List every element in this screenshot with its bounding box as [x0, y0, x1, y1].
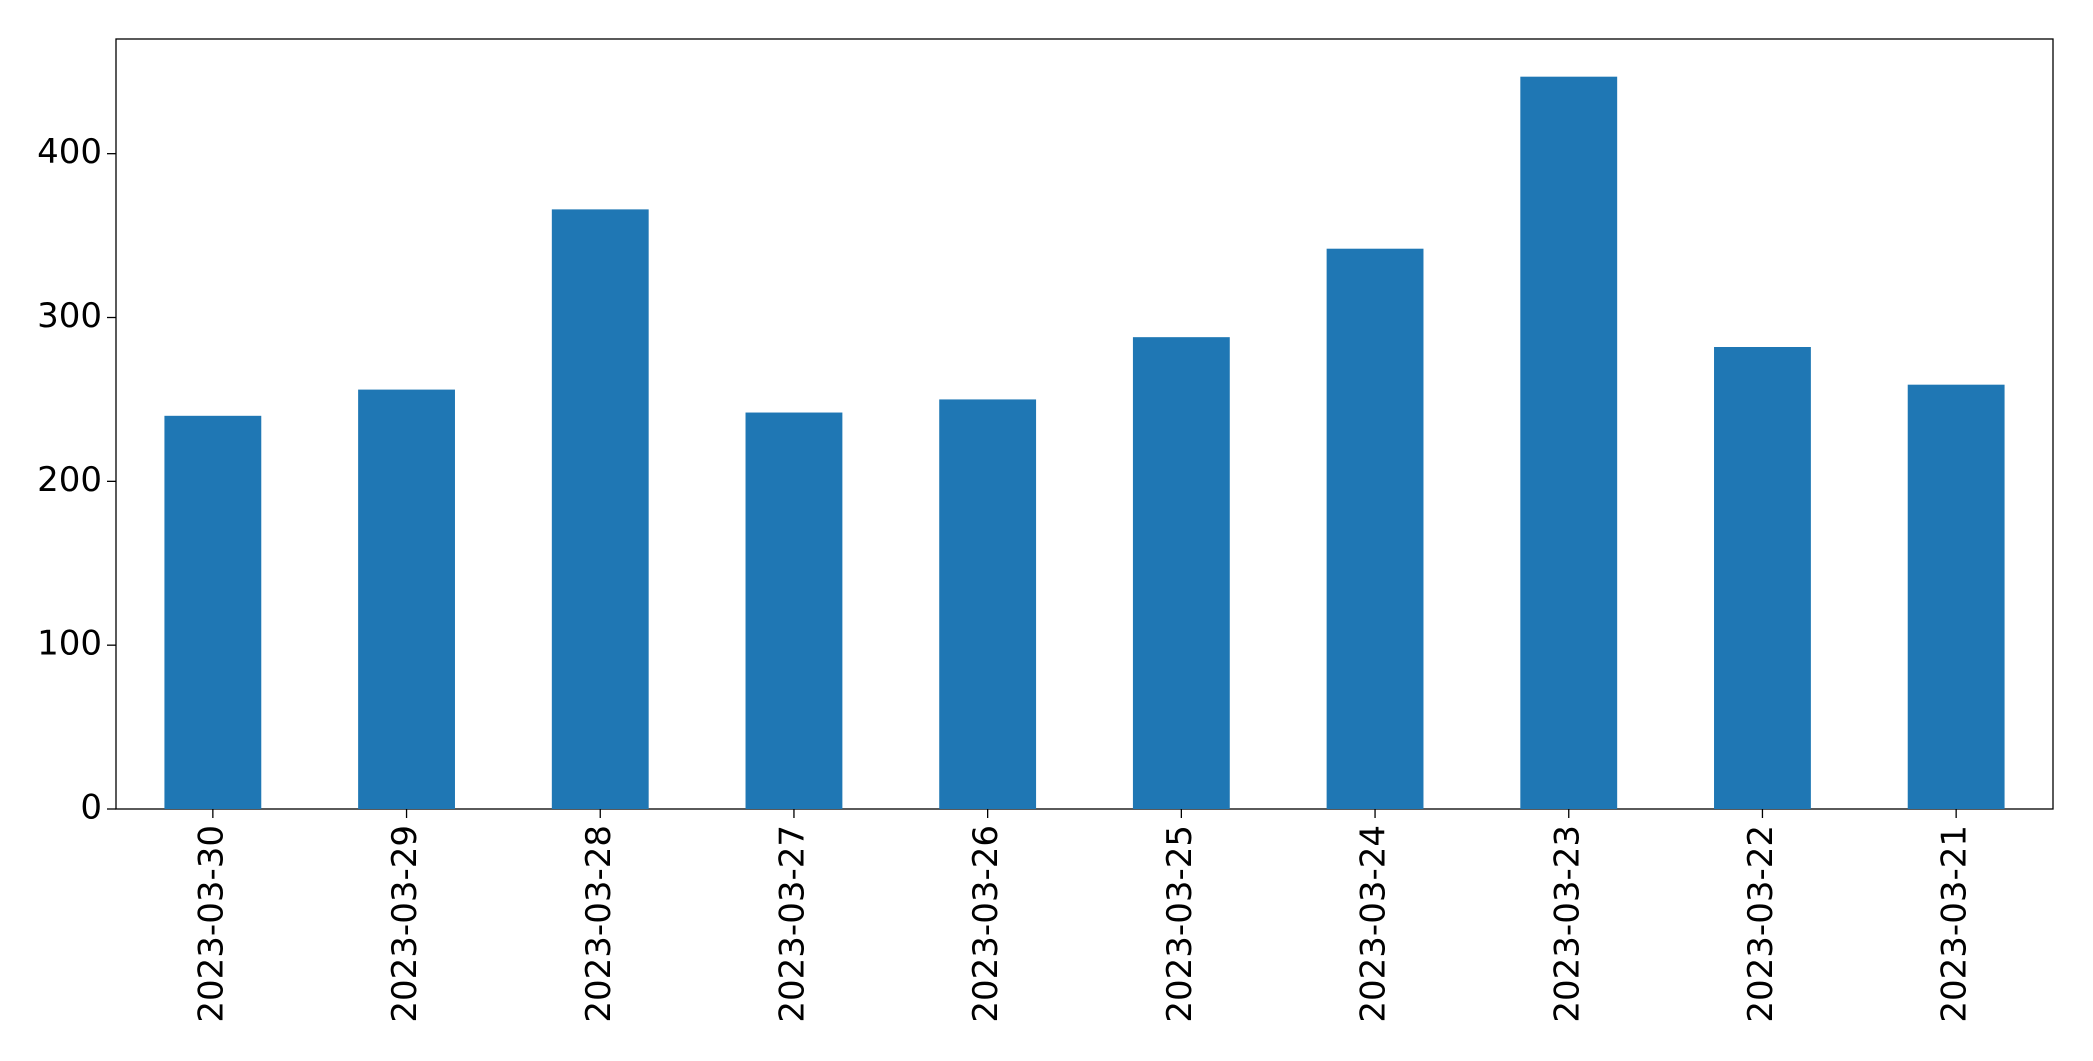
- bar: [164, 415, 262, 809]
- bar: [1907, 384, 2005, 809]
- x-tick-label: 2023-03-23: [1547, 825, 1587, 1023]
- bar: [939, 399, 1037, 809]
- bar: [1520, 76, 1618, 810]
- x-tick-label: 2023-03-29: [385, 825, 425, 1023]
- x-tick-label: 2023-03-27: [772, 825, 812, 1023]
- x-tick-label: 2023-03-25: [1160, 825, 1200, 1023]
- x-tick-label: 2023-03-22: [1741, 825, 1781, 1023]
- y-tick-label: 0: [80, 788, 102, 828]
- y-tick-label: 200: [37, 460, 102, 500]
- bar: [358, 389, 455, 809]
- plot-frame: [115, 38, 2054, 810]
- x-tick-label: 2023-03-24: [1354, 825, 1394, 1023]
- bar: [551, 209, 649, 809]
- x-tick-label: 2023-03-28: [579, 825, 619, 1023]
- y-tick-label: 400: [37, 132, 102, 172]
- x-tick-label: 2023-03-26: [966, 825, 1006, 1023]
- x-tick-label: 2023-03-30: [191, 825, 231, 1023]
- bar: [745, 412, 843, 809]
- y-tick-label: 100: [37, 624, 102, 664]
- bar: [1132, 337, 1230, 809]
- bar: [1326, 248, 1424, 809]
- bar: [1714, 347, 1811, 809]
- x-tick-label: 2023-03-21: [1935, 825, 1975, 1023]
- y-tick-label: 300: [37, 296, 102, 336]
